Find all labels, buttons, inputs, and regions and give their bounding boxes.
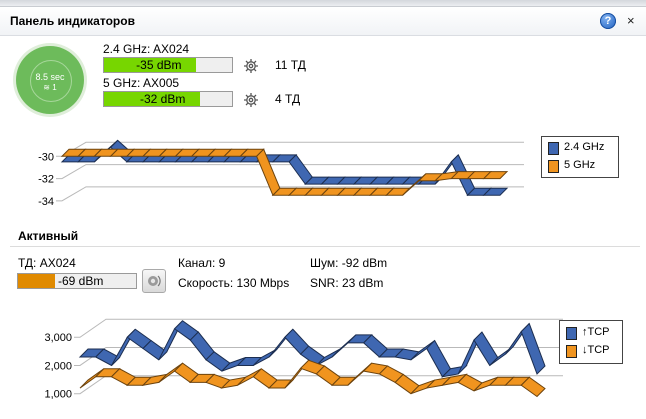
timer-label: 8.5 sec — [35, 72, 65, 82]
signal-bar-fill — [104, 92, 200, 106]
legend-swatch — [566, 345, 577, 358]
throughput-chart: 3,000 2,000 1,000 — [44, 318, 563, 401]
wifi-count-value: 1 — [52, 83, 57, 92]
active-signal-value: -69 dBm — [58, 274, 104, 288]
signal-bar-fill — [104, 58, 197, 72]
speaker-icon — [148, 275, 161, 287]
gear-icon[interactable] — [243, 58, 259, 74]
band-label-5ghz: 5 GHz: AX005 — [103, 76, 180, 90]
grid-line — [56, 164, 524, 180]
grid-line — [74, 318, 563, 338]
signal-bar-5ghz: -32 dBm — [103, 91, 233, 107]
signal-strength-icon[interactable] — [142, 269, 166, 293]
active-speed: Скорость: 130 Mbps — [178, 276, 290, 290]
panel-header: Панель индикаторов ? × — [0, 7, 646, 36]
active-channel: Канал: 9 — [178, 256, 226, 270]
close-icon[interactable]: × — [627, 13, 635, 28]
wifi-count: ≋ 1 — [16, 83, 84, 92]
ap-count-2-4ghz: 11 ТД — [275, 58, 306, 72]
legend-swatch — [548, 142, 559, 155]
panel-title: Панель индикаторов — [10, 14, 135, 28]
signal-value: -35 dBm — [136, 58, 182, 72]
active-ap: ТД: AX024 — [18, 256, 76, 270]
active-snr: SNR: 23 dBm — [310, 276, 384, 290]
series-segment — [426, 339, 452, 378]
series-segment — [520, 376, 546, 398]
wifi-icon: ≋ — [43, 83, 53, 92]
y-tick-label: -34 — [38, 196, 54, 208]
legend-label: 2.4 GHz — [564, 141, 605, 153]
section-divider — [10, 246, 640, 247]
y-tick-label: 3,000 — [44, 332, 72, 344]
ap-count-5ghz: 4 ТД — [275, 92, 301, 106]
legend-swatch — [566, 327, 577, 340]
series-segment — [482, 187, 509, 196]
y-tick-label: -30 — [38, 151, 54, 163]
legend-label: ↓TCP — [582, 344, 610, 356]
series-segment — [482, 171, 509, 180]
window-top-strip — [0, 0, 646, 7]
signal-bar-2-4ghz: -35 dBm — [103, 57, 233, 73]
help-icon[interactable]: ? — [600, 13, 616, 29]
signal-value: -32 dBm — [140, 92, 186, 106]
active-noise: Шум: -92 dBm — [310, 256, 388, 270]
throughput-chart-legend: ↑TCP ↓TCP — [559, 320, 623, 364]
y-tick-label: 1,000 — [44, 389, 72, 401]
active-section-title: Активный — [18, 229, 79, 243]
signal-chart-legend: 2.4 GHz 5 GHz — [541, 136, 619, 178]
band-label-2-4ghz: 2.4 GHz: AX024 — [103, 42, 190, 56]
scan-timer: 8.5 sec ≋ 1 — [16, 46, 84, 114]
legend-label: ↑TCP — [582, 326, 610, 338]
y-tick-label: 2,000 — [44, 360, 72, 372]
timer-ring — [30, 60, 72, 102]
signal-history-chart: -30 -32 -34 — [38, 139, 524, 208]
legend-label: 5 GHz — [564, 159, 596, 171]
series-segment — [288, 154, 313, 185]
signal-bar-fill — [18, 274, 55, 288]
y-tick-label: -32 — [38, 174, 54, 186]
grid-line — [56, 186, 524, 202]
active-signal-bar: -69 dBm — [17, 273, 137, 289]
legend-swatch — [548, 160, 559, 173]
gear-icon[interactable] — [243, 92, 259, 108]
series-segment — [520, 322, 546, 375]
